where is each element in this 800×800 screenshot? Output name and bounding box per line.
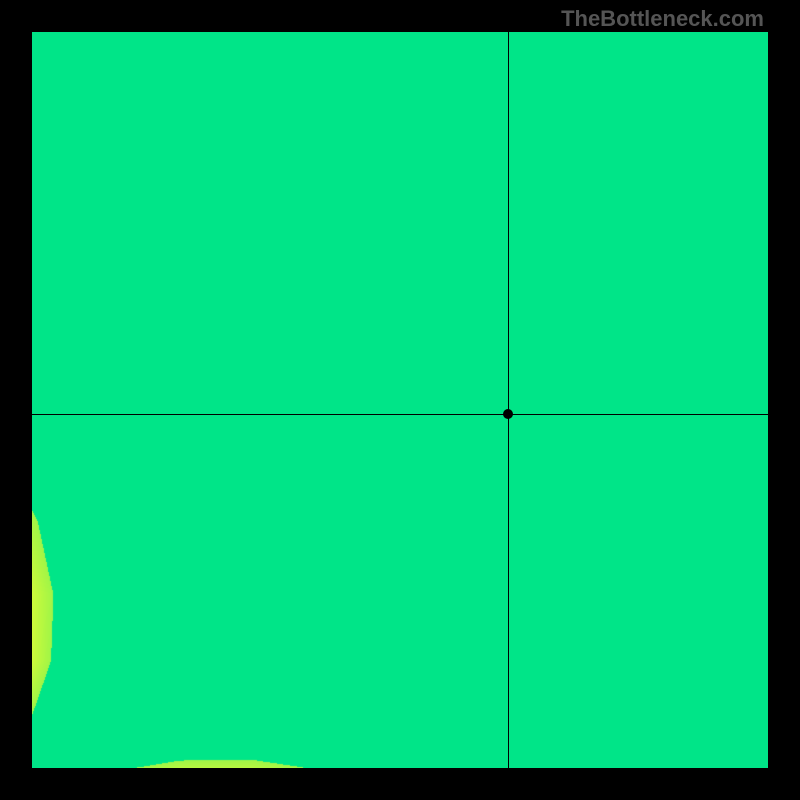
- heatmap-canvas: [32, 32, 768, 768]
- crosshair-horizontal: [32, 414, 768, 415]
- crosshair-vertical: [508, 32, 509, 768]
- crosshair-marker: [503, 409, 513, 419]
- bottleneck-heatmap: [32, 32, 768, 768]
- watermark-text: TheBottleneck.com: [561, 6, 764, 32]
